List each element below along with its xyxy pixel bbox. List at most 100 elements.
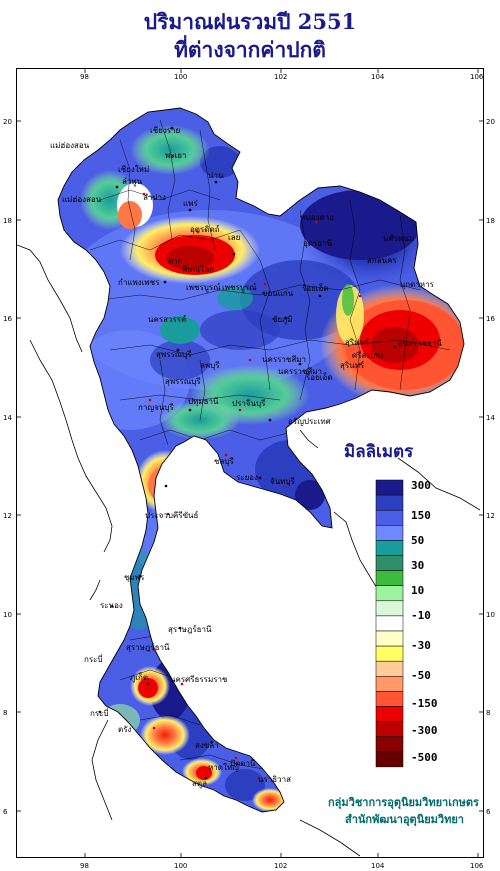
legend-swatch [375, 736, 404, 753]
place-label: อุบลราชธานี [398, 339, 442, 348]
place-label: พิษณุโลก [182, 264, 214, 274]
neighbor-borders [17, 244, 481, 857]
place-label: สุรินทร์ [340, 360, 365, 370]
tick-label-left: 16 [3, 315, 12, 323]
legend-swatch [375, 721, 404, 737]
place-label: สงขลา [195, 741, 219, 750]
place-label: นราธิวาส [258, 775, 291, 784]
place-label: สตูล [192, 779, 207, 789]
tick-label-top: 106 [470, 73, 484, 81]
place-label: ปทุมธานี [188, 397, 219, 406]
legend-label: 300 [411, 479, 431, 492]
province-borders [89, 119, 451, 771]
axis-ticks [17, 69, 483, 857]
legend-label: 150 [411, 509, 431, 522]
tick-label-left: 18 [3, 217, 12, 225]
place-label: นครพนม [383, 234, 414, 243]
tick-label-left: 10 [3, 611, 12, 619]
legend-swatch [375, 645, 404, 662]
tick-label-bottom: 106 [470, 862, 484, 870]
place-label: ระนอง [100, 601, 123, 610]
legend-swatch [375, 706, 404, 722]
place-label: นครสวรรค์ [148, 314, 186, 324]
legend-swatch [375, 509, 404, 526]
place-label: เพชรบูรณ์ [186, 282, 221, 293]
place-label: สกลนคร [367, 256, 397, 265]
place-label: หาดใหญ่ [208, 763, 239, 772]
legend-swatch [375, 494, 404, 511]
place-label: ร้อยเอ็ด [302, 283, 329, 293]
tick-label-top: 98 [80, 73, 89, 81]
place-label: ระยอง [236, 473, 258, 482]
place-label: น่าน [208, 171, 224, 180]
legend-swatch [375, 691, 404, 707]
tick-label-bottom: 100 [174, 862, 187, 870]
legend-swatch [375, 630, 404, 647]
place-label: ชัยภูมิ [272, 315, 293, 325]
tick-label-right: 16 [486, 315, 495, 323]
tick-label-bottom: 98 [80, 862, 89, 870]
place-label: จันทบุรี [270, 477, 296, 486]
tick-label-right: 20 [486, 118, 495, 126]
legend-label: -300 [411, 724, 438, 737]
place-label: ขอนแก่น [262, 289, 294, 298]
place-label: ร้อยเอ็ด [306, 372, 333, 382]
place-label: เลย [228, 233, 240, 242]
place-label: นครราชสีมา [262, 355, 306, 364]
place-label: เชียงใหม่ [118, 165, 149, 174]
tick-label-top: 102 [274, 73, 287, 81]
place-label: มุกดาหาร [400, 280, 435, 289]
legend-swatch [375, 540, 404, 556]
tick-label-right: 18 [486, 217, 495, 225]
place-label: แม่ฮ่องสอน [62, 195, 102, 204]
tick-label-right: 8 [486, 709, 490, 717]
map-title-line2: ที่ต่างจากค่าปกติ [174, 37, 326, 62]
legend-label: -150 [411, 697, 438, 710]
credit-line1: กลุ่มวิชาการอุตุนิยมวิทยาเกษตร [328, 796, 479, 809]
place-label: ชลบุรี [214, 457, 234, 466]
place-label: ชุมพร [124, 573, 145, 582]
place-labels: แม่ฮ่องสอน เชียงราย พะเยา เชียงใหม่ ลำพู… [50, 126, 442, 789]
place-label: แม่ฮ่องสอน [50, 141, 90, 150]
station-markers [98, 126, 397, 780]
legend-swatch [375, 479, 404, 496]
tick-label-top: 100 [174, 73, 187, 81]
place-label: พะเยา [165, 151, 186, 160]
place-label: กาญจนบุรี [138, 403, 174, 412]
tick-label-right: 10 [486, 611, 495, 619]
place-label: ศรีสะเกษ [352, 351, 383, 360]
legend-swatch [375, 660, 404, 677]
place-label: สุราษฎร์ธานี [168, 624, 212, 634]
tick-label-left: 6 [3, 808, 8, 816]
place-label: กระบี่ [90, 707, 109, 718]
map-title-line1: ปริมาณฝนรวมปี 2551 [143, 9, 357, 34]
place-label: ตรัง [118, 725, 131, 734]
place-label: สุราษฎร์ธานี [126, 642, 170, 652]
place-label: ประจวบคีรีขันธ์ [145, 510, 199, 520]
tick-labels: 98 100 102 104 106 98 100 102 104 106 20… [3, 73, 495, 870]
place-label: สุรินทร์ [345, 337, 370, 347]
place-label: สุพรรณบุรี [165, 377, 201, 386]
tick-label-right: 14 [486, 414, 495, 422]
place-label: เพชรบูรณ์ [222, 282, 257, 293]
legend-swatch [375, 585, 404, 602]
place-label: กำแพงเพชร [118, 278, 160, 287]
legend-color-bar [375, 479, 404, 768]
legend-swatch [375, 555, 404, 571]
legend-title: มิลลิเมตร [344, 442, 414, 462]
place-label: อรัญประเทศ [288, 417, 331, 426]
place-label: สุพรรณบุรี [156, 350, 192, 359]
legend-label: -10 [411, 609, 431, 622]
legend-swatch [375, 600, 404, 617]
legend-label: -500 [411, 751, 438, 764]
tick-label-right: 6 [486, 808, 491, 816]
legend-swatch [375, 525, 404, 541]
place-label: ลำปาง [143, 193, 166, 202]
place-label: นครศรีธรรมราช [170, 675, 228, 684]
legend-label: 50 [411, 534, 425, 547]
tick-label-right: 12 [486, 512, 495, 520]
place-label: เชียงราย [150, 126, 180, 135]
tick-label-bottom: 104 [371, 862, 385, 870]
legend-swatch [375, 751, 404, 768]
